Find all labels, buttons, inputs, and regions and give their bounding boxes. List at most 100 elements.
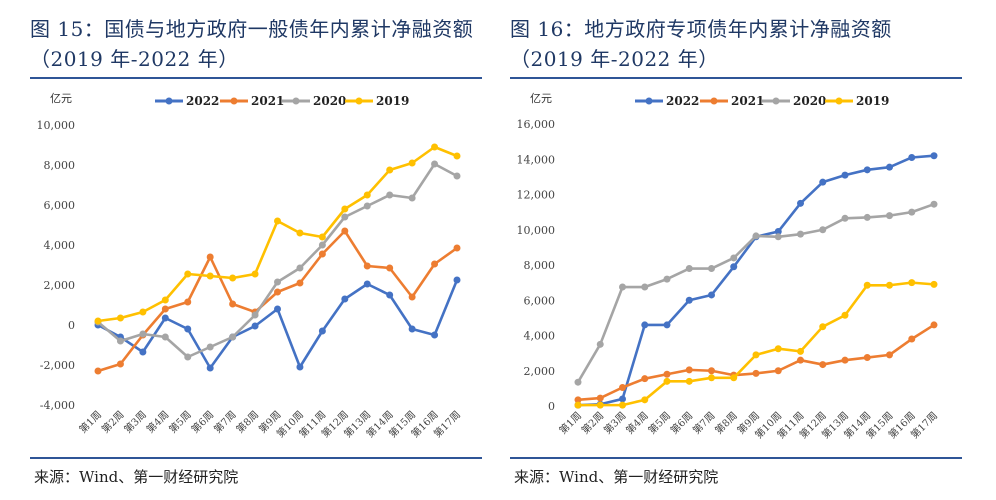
x-tick-label: 第5周 [166,408,194,436]
x-tick-label: 第4周 [623,409,651,437]
y-tick-label: 2,000 [524,365,556,378]
data-point-2019 [184,270,192,278]
data-point-2022 [363,280,371,288]
data-point-2020 [296,264,304,272]
y-axis-unit: 亿元 [530,92,552,105]
data-point-2019 [431,143,439,151]
legend-label-2022: 2022 [666,94,699,108]
legend-label-2022: 2022 [186,94,219,108]
data-point-2019 [641,396,649,404]
data-point-2020 [431,160,439,168]
data-point-2022 [619,395,626,403]
data-point-2021 [431,260,439,268]
y-tick-label: 16,000 [517,118,556,131]
data-point-2019 [841,311,849,319]
y-tick-label: 10,000 [517,224,556,237]
data-point-2022 [341,295,349,303]
data-point-2020 [184,353,192,361]
y-tick-label: -2,000 [40,359,75,372]
x-tick-label: 第8周 [233,408,261,436]
data-point-2020 [841,214,849,222]
data-point-2019 [94,317,102,325]
x-tick-label: 第6周 [668,409,696,437]
data-point-2022 [641,321,649,329]
data-point-2019 [161,296,169,304]
legend-label-2020: 2020 [793,94,826,108]
x-tick-label: 第2周 [579,409,607,437]
data-point-2022 [819,178,827,186]
data-point-2021 [685,366,693,374]
source-note: 来源：Wind、第一财经研究院 [514,468,719,486]
data-point-2020 [641,283,649,291]
data-point-2021 [229,300,237,308]
data-point-2021 [363,262,371,270]
x-tick-label: 第6周 [188,408,216,436]
x-tick-label: 第4周 [144,408,172,436]
data-point-2021 [206,253,214,261]
data-point-2022 [274,305,281,313]
data-point-2021 [863,354,871,362]
data-point-2019 [685,377,693,385]
data-point-2019 [408,159,416,167]
data-point-2021 [641,375,649,383]
data-point-2021 [708,367,715,375]
data-point-2021 [574,396,582,404]
data-point-2021 [663,370,671,378]
data-point-2019 [251,270,259,278]
source-divider [30,457,482,459]
data-point-2021 [94,367,102,375]
data-point-2019 [708,374,715,382]
data-point-2020 [274,278,281,286]
data-point-2019 [139,308,147,316]
x-tick-label: 第3周 [601,409,629,437]
data-point-2020 [930,200,938,208]
source-note: 来源：Wind、第一财经研究院 [34,468,239,486]
data-point-2022 [774,228,782,236]
data-point-2019 [296,229,304,237]
y-tick-label: 2,000 [44,279,76,292]
data-point-2020 [116,337,124,345]
data-point-2019 [730,374,738,382]
data-point-2021 [318,250,326,258]
x-tick-label: 第7周 [690,409,718,437]
data-point-2020 [886,212,893,220]
line-chart-15: 亿元 -4,000 -2,000 0 2,000 4,000 6,000 8,000 10,00… [37,92,464,440]
data-point-2020 [863,213,871,221]
figure-title: 图 15：国债与地方政府一般债年内累计净融资额（2019 年-2022 年） [30,17,474,71]
y-axis-unit: 亿元 [50,92,72,105]
data-point-2022 [886,163,893,171]
data-point-2019 [206,272,214,280]
data-point-2022 [161,314,169,322]
data-point-2021 [296,279,304,287]
data-point-2021 [797,356,804,364]
data-point-2020 [453,172,461,180]
data-point-2022 [431,331,439,339]
title-divider [510,77,962,79]
data-point-2019 [274,217,281,225]
data-point-2019 [229,274,237,282]
data-point-2019 [663,377,671,385]
x-tick-label: 第1周 [76,408,104,436]
data-point-2020 [386,191,394,199]
legend-swatch-marker [645,97,653,105]
figure-title: 图 16：地方政府专项债年内累计净融资额（2019 年-2022 年） [510,17,892,71]
data-point-2021 [619,383,626,391]
legend-swatch-marker [292,97,300,105]
x-tick-label: 第2周 [99,408,127,436]
data-point-2021 [752,369,760,377]
data-point-2022 [318,327,326,335]
legend-swatch-marker [355,97,363,105]
legend-swatch-marker [835,97,843,105]
legend-swatch-marker [772,97,780,105]
series-line-2019 [578,281,935,407]
data-point-2020 [685,265,693,273]
y-tick-label: 12,000 [517,189,556,202]
data-point-2022 [251,322,259,330]
data-point-2020 [408,194,416,202]
data-point-2022 [453,276,461,284]
data-point-2021 [908,335,916,343]
y-tick-label: 6,000 [524,294,556,307]
data-point-2022 [841,171,849,179]
data-point-2022 [663,321,671,329]
legend-label-2019: 2019 [376,94,409,108]
